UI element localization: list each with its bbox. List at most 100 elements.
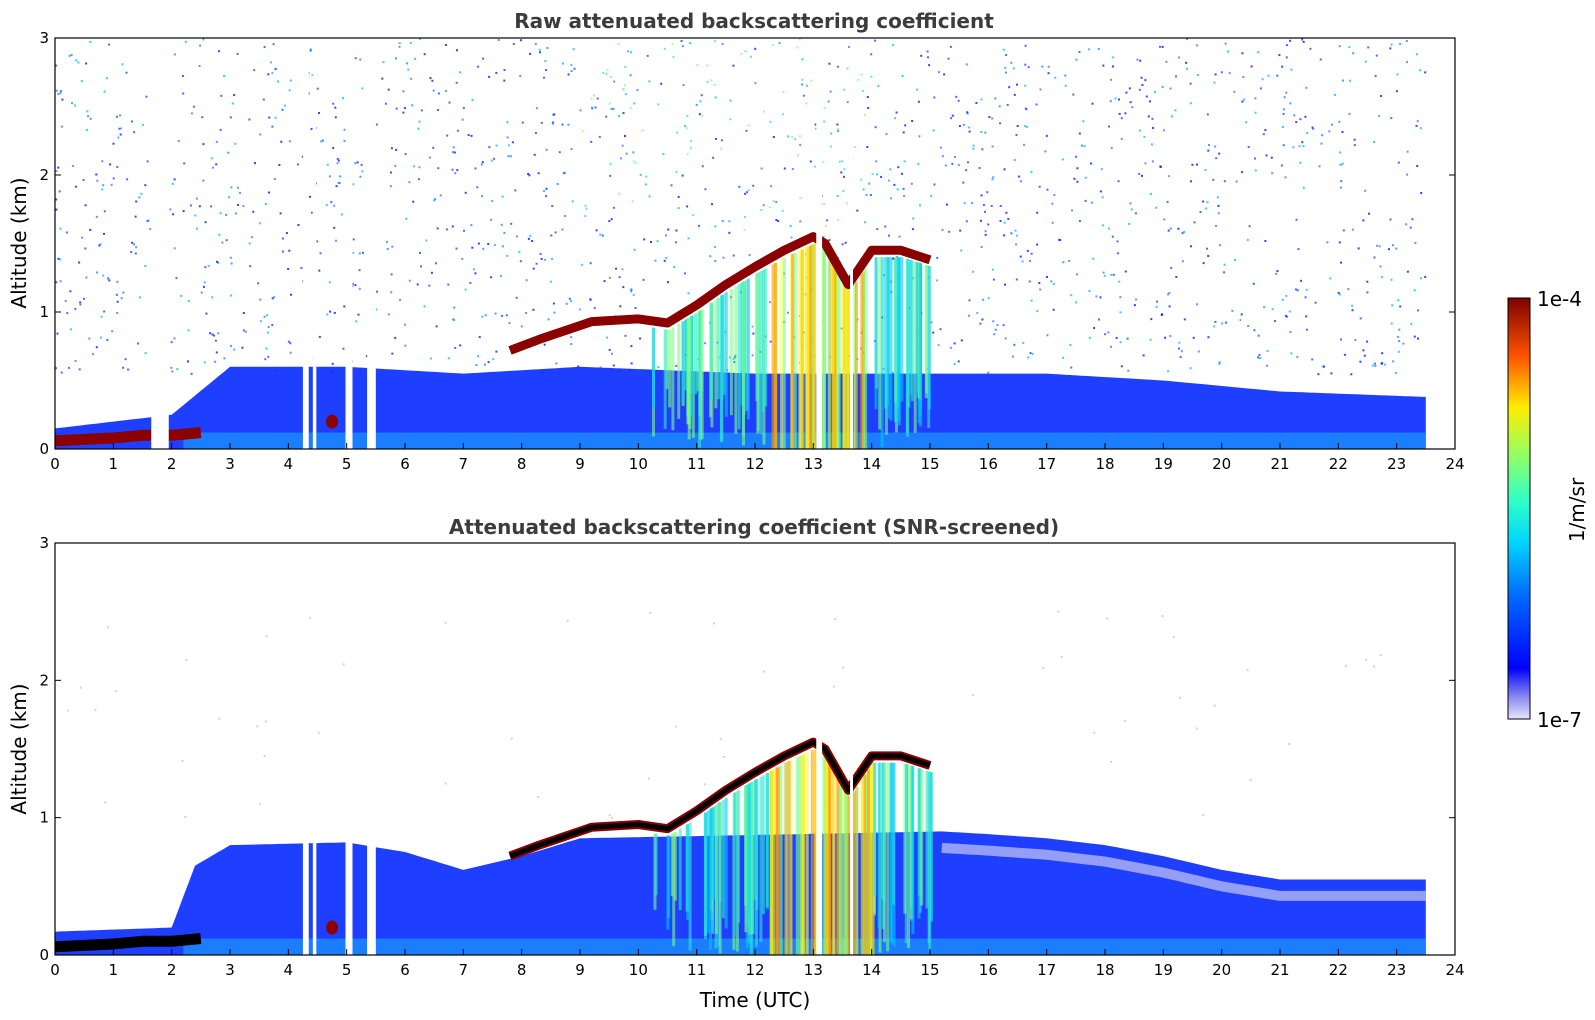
- noise-speckle: [1239, 319, 1242, 321]
- x-tick-label: 2: [167, 455, 177, 473]
- noise-speckle: [1014, 229, 1017, 232]
- x-tick-label: 15: [920, 961, 939, 979]
- noise-speckle: [625, 152, 628, 155]
- noise-speckle: [1406, 61, 1408, 64]
- noise-speckle: [1285, 91, 1288, 94]
- noise-speckle: [775, 201, 778, 203]
- noise-speckle: [1314, 301, 1317, 304]
- noise-speckle: [1417, 337, 1419, 340]
- noise-speckle: [182, 210, 185, 213]
- noise-speckle: [686, 115, 689, 118]
- noise-speckle: [910, 182, 913, 185]
- noise-speckle: [461, 257, 464, 260]
- fall-streak: [863, 774, 867, 955]
- noise-speckle: [1193, 221, 1196, 224]
- noise-speckle: [514, 189, 517, 192]
- noise-speckle: [119, 133, 122, 136]
- noise-speckle: [618, 192, 621, 195]
- noise-speckle: [670, 184, 673, 187]
- fall-streak: [909, 765, 913, 920]
- noise-speckle: [1169, 227, 1172, 230]
- noise-speckle: [1263, 305, 1265, 308]
- noise-speckle: [1005, 54, 1008, 57]
- noise-speckle: [333, 311, 336, 314]
- noise-speckle: [685, 127, 688, 130]
- data-gap: [850, 38, 853, 449]
- noise-speckle: [949, 346, 952, 349]
- fall-streak: [685, 824, 689, 912]
- noise-speckle: [1402, 342, 1405, 345]
- noise-speckle: [529, 234, 532, 237]
- noise-speckle: [1168, 305, 1171, 308]
- noise-speckle: [1338, 120, 1341, 123]
- noise-speckle: [135, 246, 138, 249]
- fall-streak: [839, 780, 842, 955]
- x-tick-label: 24: [1445, 961, 1464, 979]
- noise-speckle: [356, 161, 359, 164]
- noise-speckle: [57, 257, 60, 260]
- noise-speckle: [903, 160, 906, 163]
- noise-speckle: [1373, 665, 1375, 668]
- noise-speckle: [553, 113, 556, 116]
- noise-speckle: [1029, 260, 1031, 262]
- noise-speckle: [1183, 231, 1186, 233]
- noise-speckle: [1070, 294, 1073, 297]
- noise-speckle: [488, 146, 491, 149]
- fall-streak: [867, 769, 870, 955]
- fall-streak: [677, 323, 681, 419]
- noise-speckle: [941, 155, 944, 158]
- noise-speckle: [608, 220, 611, 223]
- noise-speckle: [1028, 280, 1031, 283]
- noise-speckle: [55, 281, 58, 284]
- noise-speckle: [704, 342, 707, 345]
- noise-speckle: [126, 178, 129, 181]
- noise-speckle: [362, 251, 364, 254]
- x-tick-label: 0: [50, 455, 60, 473]
- fall-streak: [924, 265, 928, 399]
- noise-speckle: [890, 197, 892, 200]
- noise-speckle: [120, 127, 123, 130]
- noise-speckle: [841, 243, 844, 246]
- colorbar-units-label: 1/m/sr: [1565, 477, 1589, 542]
- noise-speckle: [1189, 367, 1192, 370]
- noise-speckle: [375, 308, 378, 311]
- noise-speckle: [1391, 304, 1394, 307]
- x-tick-label: 4: [284, 961, 294, 979]
- noise-speckle: [829, 145, 832, 148]
- noise-speckle: [318, 335, 321, 338]
- noise-speckle: [1008, 86, 1011, 89]
- noise-speckle: [1129, 101, 1132, 104]
- noise-speckle: [138, 296, 141, 299]
- noise-speckle: [147, 219, 150, 222]
- fall-streak: [809, 245, 812, 449]
- noise-speckle: [632, 160, 635, 163]
- noise-speckle: [1351, 304, 1354, 307]
- noise-speckle: [184, 40, 187, 43]
- x-tick-label: 10: [629, 455, 648, 473]
- noise-speckle: [802, 94, 805, 97]
- noise-speckle: [763, 110, 766, 113]
- data-gap: [850, 543, 853, 955]
- noise-speckle: [182, 75, 184, 77]
- noise-speckle: [843, 88, 846, 91]
- noise-speckle: [420, 109, 423, 112]
- noise-speckle: [122, 366, 125, 369]
- noise-speckle: [361, 87, 364, 90]
- noise-speckle: [1221, 322, 1223, 325]
- noise-speckle: [1266, 364, 1269, 367]
- fall-streak: [855, 281, 858, 449]
- noise-speckle: [172, 213, 175, 216]
- noise-speckle: [1015, 234, 1018, 237]
- noise-speckle: [608, 276, 611, 279]
- noise-speckle: [1288, 310, 1291, 313]
- noise-speckle: [352, 183, 355, 186]
- noise-speckle: [1416, 120, 1419, 123]
- noise-speckle: [543, 76, 545, 79]
- noise-speckle: [336, 162, 339, 165]
- noise-speckle: [476, 186, 479, 189]
- noise-speckle: [481, 315, 484, 318]
- noise-speckle: [375, 123, 378, 126]
- noise-speckle: [1069, 344, 1072, 346]
- noise-speckle: [954, 156, 956, 158]
